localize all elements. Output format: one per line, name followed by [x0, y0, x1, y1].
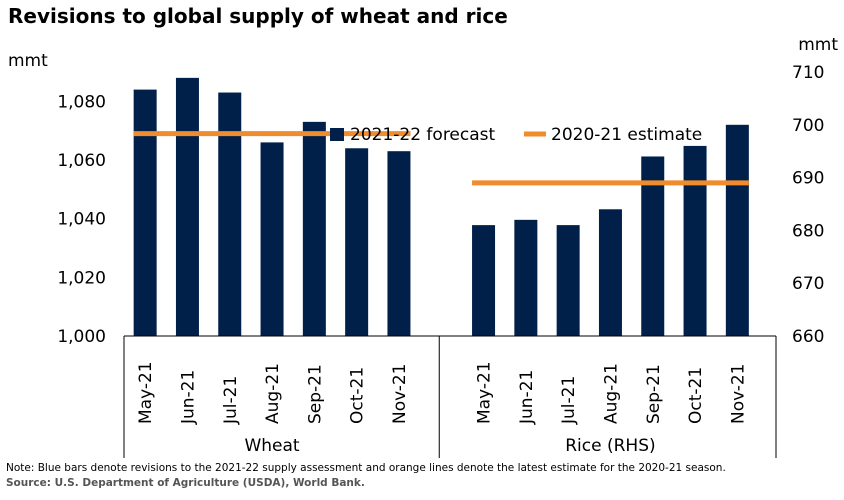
- left-axis-tick-label: 1,040: [57, 210, 106, 230]
- right-axis-unit: mmt: [798, 35, 838, 55]
- x-tick-label: May-21: [136, 361, 156, 424]
- x-tick-label: Jun-21: [517, 370, 537, 425]
- x-tick-label: May-21: [475, 361, 495, 424]
- bar: [133, 89, 157, 336]
- group-label: Wheat: [244, 436, 299, 456]
- group-label: Rice (RHS): [565, 436, 655, 456]
- bar: [641, 156, 665, 336]
- right-axis-tick-label: 660: [792, 327, 824, 347]
- bar: [260, 142, 284, 336]
- bar: [556, 225, 580, 336]
- x-tick-label: Nov-21: [390, 364, 410, 425]
- bar: [725, 124, 749, 336]
- bar: [345, 148, 369, 336]
- right-axis-tick-label: 670: [792, 274, 824, 294]
- right-axis-tick-label: 680: [792, 221, 824, 241]
- bar: [598, 209, 622, 336]
- chart-title: Revisions to global supply of wheat and …: [8, 4, 508, 28]
- chart-note: Note: Blue bars denote revisions to the …: [6, 462, 726, 474]
- right-axis-tick-label: 700: [792, 116, 824, 136]
- x-tick-label: Oct-21: [348, 367, 368, 424]
- bar: [387, 151, 411, 336]
- left-axis-tick-label: 1,000: [57, 327, 106, 347]
- x-tick-label: Nov-21: [728, 364, 748, 425]
- left-axis-unit: mmt: [8, 51, 48, 71]
- legend-line-label: 2020-21 estimate: [551, 125, 702, 145]
- left-axis-tick-label: 1,060: [57, 151, 106, 171]
- bar: [683, 145, 707, 336]
- x-tick-label: Jul-21: [221, 376, 241, 425]
- x-tick-label: Aug-21: [601, 363, 621, 424]
- chart-source: Source: U.S. Department of Agriculture (…: [6, 477, 365, 489]
- bar: [514, 219, 538, 336]
- bar: [302, 121, 326, 336]
- x-tick-label: Sep-21: [644, 364, 664, 424]
- bar: [472, 225, 496, 336]
- chart-area: mmt 1,000 1,020 1,040 1,060 1,080 mmt 660 670 680…: [8, 35, 838, 458]
- x-tick-label: Aug-21: [263, 363, 283, 424]
- bar: [175, 77, 199, 336]
- legend-bar-label: 2021-22 forecast: [350, 125, 496, 145]
- legend-bar-swatch: [330, 128, 344, 141]
- bar: [218, 92, 242, 337]
- x-tick-label: Oct-21: [686, 367, 706, 424]
- x-tick-label: Sep-21: [305, 364, 325, 424]
- x-tick-label: Jun-21: [178, 370, 198, 425]
- left-axis-tick-label: 1,020: [57, 268, 106, 288]
- right-axis-tick-label: 690: [792, 169, 824, 189]
- left-axis-tick-label: 1,080: [57, 92, 106, 112]
- x-tick-label: Jul-21: [559, 376, 579, 425]
- right-axis-tick-label: 710: [792, 63, 824, 83]
